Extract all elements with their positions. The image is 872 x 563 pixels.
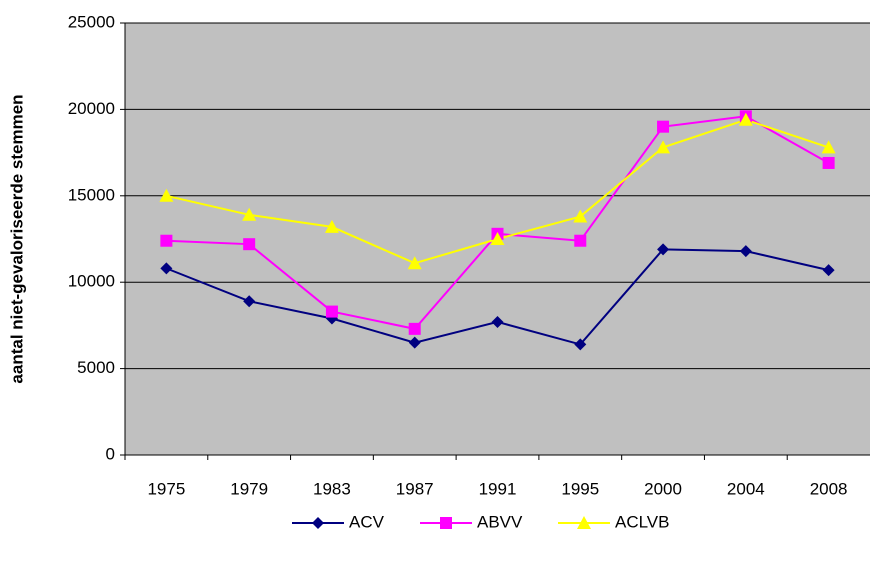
data-point (657, 120, 670, 133)
legend-label: ABVV (477, 512, 523, 531)
y-tick-label: 10000 (68, 272, 115, 291)
data-point (160, 262, 173, 275)
data-point (821, 140, 836, 154)
data-point (574, 234, 587, 247)
x-tick-label: 2004 (727, 479, 765, 498)
data-point (408, 336, 421, 349)
data-point (822, 156, 835, 169)
data-point (243, 238, 256, 251)
data-point (407, 256, 422, 270)
data-point (738, 112, 753, 126)
data-point (242, 207, 257, 221)
data-point (491, 315, 504, 328)
data-point (243, 295, 256, 308)
data-point (656, 140, 671, 154)
legend-marker (312, 517, 324, 529)
y-tick-label: 5000 (77, 358, 115, 377)
data-point (408, 322, 421, 335)
legend-marker (577, 516, 591, 529)
x-tick-label: 1975 (147, 479, 185, 498)
y-axis-label: aantal niet-gevaloriseerde stemmen (7, 94, 26, 383)
y-tick-label: 25000 (68, 12, 115, 31)
x-tick-label: 1983 (313, 479, 351, 498)
data-point (159, 188, 174, 202)
legend-label: ACV (349, 512, 385, 531)
data-point (657, 243, 670, 256)
data-point (739, 245, 752, 258)
x-tick-label: 1991 (479, 479, 517, 498)
y-tick-label: 20000 (68, 99, 115, 118)
data-point (822, 264, 835, 277)
x-tick-label: 1995 (561, 479, 599, 498)
x-tick-label: 2008 (810, 479, 848, 498)
data-point (324, 219, 339, 233)
data-point (160, 234, 173, 247)
y-tick-label: 0 (106, 444, 115, 463)
y-tick-label: 15000 (68, 185, 115, 204)
legend-marker (440, 517, 452, 529)
data-point (490, 232, 505, 245)
data-point (574, 338, 587, 351)
data-point (573, 209, 588, 223)
data-point (325, 305, 338, 318)
x-tick-label: 1979 (230, 479, 268, 498)
x-tick-label: 2000 (644, 479, 682, 498)
legend-label: ACLVB (615, 512, 670, 531)
x-tick-label: 1987 (396, 479, 434, 498)
